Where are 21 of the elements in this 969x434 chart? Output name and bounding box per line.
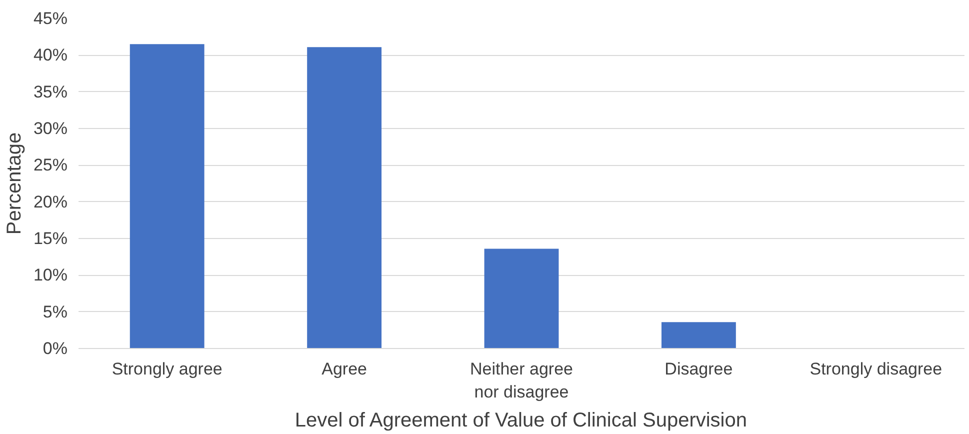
y-tick-label: 15%	[33, 229, 68, 248]
bar	[307, 47, 382, 348]
y-axis-title: Percentage	[3, 132, 26, 235]
x-axis-title: Level of Agreement of Value of Clinical Supervision	[294, 409, 748, 432]
x-tick-label: Disagree	[664, 360, 733, 378]
bar	[661, 322, 736, 348]
x-tick-label: Strongly disagree	[810, 360, 942, 378]
y-tick-label: 5%	[42, 302, 68, 322]
y-tick-label: 45%	[33, 9, 68, 28]
y-tick-label: 20%	[33, 192, 68, 212]
bar	[130, 44, 204, 348]
x-tick-label: Neither agree nor disagree	[470, 360, 574, 402]
x-tick-label: Strongly agree	[112, 360, 222, 378]
y-tick-label: 35%	[33, 82, 68, 102]
y-tick-label: 10%	[33, 266, 68, 285]
x-tick-label: Agree	[322, 360, 367, 378]
bar	[484, 248, 559, 348]
y-tick-label: 40%	[33, 46, 68, 65]
y-tick-label: 25%	[33, 156, 68, 175]
y-tick-label: 0%	[42, 339, 68, 358]
y-tick-label: 30%	[33, 119, 68, 138]
